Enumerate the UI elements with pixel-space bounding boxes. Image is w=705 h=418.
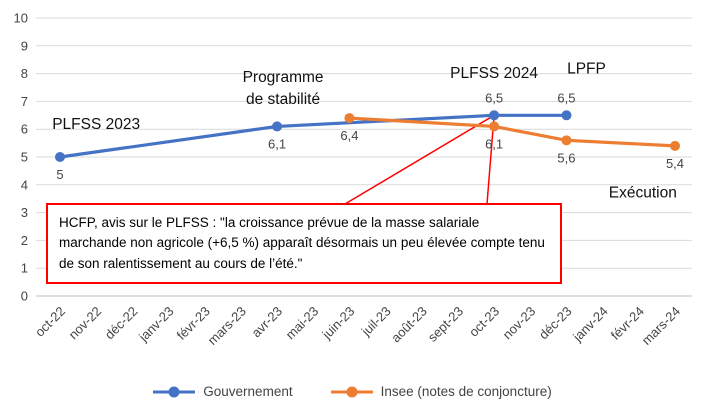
svg-text:2: 2 (21, 233, 28, 248)
svg-text:août-23: août-23 (388, 304, 430, 346)
svg-text:0: 0 (21, 289, 28, 304)
svg-text:janv-24: janv-24 (569, 304, 610, 345)
svg-text:PLFSS 2023: PLFSS 2023 (52, 116, 140, 133)
svg-text:Exécution: Exécution (609, 184, 677, 201)
hcfp-callout-box: HCFP, avis sur le PLFSS : "la croissance… (46, 203, 562, 284)
svg-text:mars-24: mars-24 (639, 304, 683, 348)
svg-text:5,4: 5,4 (666, 156, 684, 171)
svg-text:avr-23: avr-23 (249, 304, 286, 341)
svg-text:4: 4 (21, 177, 28, 192)
svg-text:sept-23: sept-23 (425, 304, 466, 345)
svg-text:10: 10 (14, 11, 28, 26)
svg-text:oct-22: oct-22 (32, 304, 68, 340)
svg-text:6,4: 6,4 (340, 128, 358, 143)
svg-text:oct-23: oct-23 (466, 304, 502, 340)
svg-text:7: 7 (21, 94, 28, 109)
svg-text:nov-23: nov-23 (500, 304, 539, 343)
legend-item-0: Gouvernement (153, 384, 293, 399)
svg-text:6: 6 (21, 122, 28, 137)
svg-text:mai-23: mai-23 (283, 304, 322, 343)
hcfp-callout-text: HCFP, avis sur le PLFSS : "la croissance… (59, 215, 545, 271)
svg-text:déc-22: déc-22 (102, 304, 141, 343)
legend-label: Gouvernement (203, 384, 293, 399)
legend-item-1: Insee (notes de conjoncture) (330, 384, 552, 399)
svg-text:juin-23: juin-23 (319, 304, 358, 343)
svg-text:5: 5 (21, 150, 28, 165)
svg-text:3: 3 (21, 205, 28, 220)
svg-text:PLFSS 2024: PLFSS 2024 (450, 65, 538, 82)
svg-text:6,5: 6,5 (557, 90, 575, 105)
svg-text:6,5: 6,5 (485, 90, 503, 105)
svg-text:janv-23: janv-23 (135, 304, 176, 345)
svg-text:LPFP: LPFP (567, 61, 606, 78)
legend-label: Insee (notes de conjoncture) (380, 384, 552, 399)
svg-text:8: 8 (21, 66, 28, 81)
svg-text:6,1: 6,1 (268, 136, 286, 151)
svg-text:déc-23: déc-23 (536, 304, 575, 343)
legend-line-marker-icon (330, 386, 373, 397)
svg-text:nov-22: nov-22 (66, 304, 105, 343)
legend-line-marker-icon (153, 386, 196, 397)
svg-text:6,1: 6,1 (485, 136, 503, 151)
chart-legend: Gouvernement Insee (notes de conjoncture) (0, 384, 705, 399)
svg-text:5,6: 5,6 (557, 150, 575, 165)
svg-text:9: 9 (21, 38, 28, 53)
svg-text:5: 5 (56, 167, 63, 182)
svg-text:mars-23: mars-23 (205, 304, 249, 348)
svg-text:1: 1 (21, 261, 28, 276)
